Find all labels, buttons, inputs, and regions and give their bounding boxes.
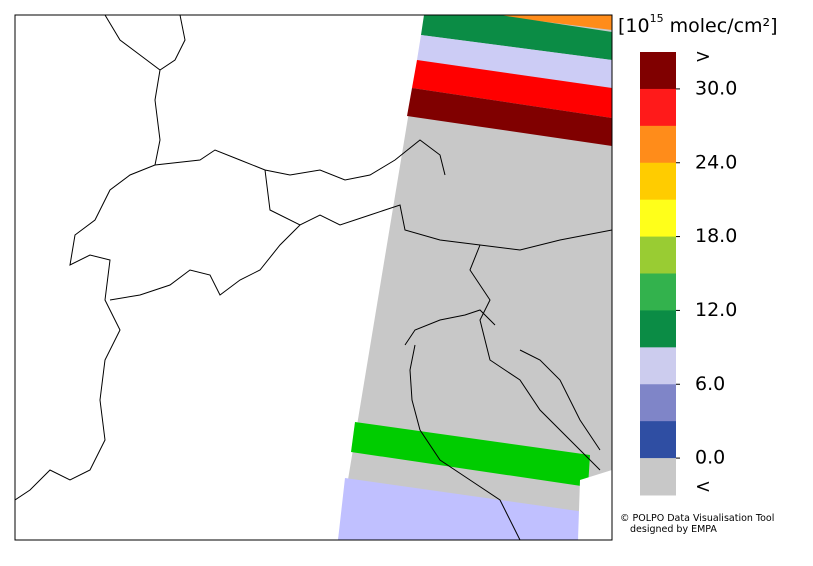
swath-stripe [338, 478, 612, 540]
unit-prefix: [10 [618, 15, 650, 37]
unit-exponent: 15 [650, 12, 664, 25]
colorbar-segment [640, 52, 676, 90]
credit: designed by EMPA [630, 524, 717, 535]
colorbar-tick-label: 6.0 [695, 373, 725, 395]
country-border [109, 224, 601, 471]
colorbar: 30.0 24.0 18.0 12.0 6.0 0.0 [640, 52, 737, 496]
map [15, 15, 612, 540]
credit: © POLPO Data Visualisation Tool [620, 513, 774, 524]
above-label: > [695, 46, 711, 68]
colorbar-tick-label: 30.0 [695, 77, 737, 99]
colorbar-segment [640, 458, 676, 496]
colorbar-segment [640, 421, 676, 459]
colorbar-segment [640, 236, 676, 274]
colorbar-segment [640, 347, 676, 385]
colorbar-tick-label: 18.0 [695, 225, 737, 247]
colorbar-segment [640, 273, 676, 311]
swath-stripe [417, 35, 612, 88]
country-border [15, 15, 186, 501]
colorbar-segment [640, 162, 676, 201]
colorbar-tick-label: 24.0 [695, 151, 737, 173]
colorbar-segment [640, 384, 676, 422]
swath-stripe [421, 15, 612, 60]
coastline [404, 309, 601, 540]
unit-suffix: molec/cm²] [664, 15, 778, 37]
swath-edge [578, 470, 612, 540]
below-label: < [695, 476, 711, 498]
swath-stripe [412, 60, 612, 118]
colorbar-segment [640, 88, 676, 127]
colorbar-segment [640, 199, 676, 238]
colorbar-segment [640, 310, 676, 348]
unit-label: [1015 molec/cm²] [618, 12, 778, 37]
colorbar-tick-label: 12.0 [695, 299, 737, 321]
colorbar-tick-label: 0.0 [695, 447, 725, 469]
swath-stripe [425, 15, 612, 30]
swath-stripe [351, 422, 590, 487]
map-frame [14, 14, 613, 541]
colorbar-segment [640, 125, 676, 164]
swath-stripe [407, 88, 612, 146]
